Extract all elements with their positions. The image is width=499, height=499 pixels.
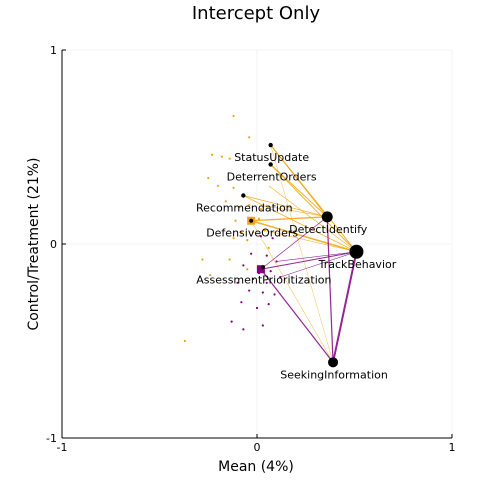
- edge-line: [250, 220, 334, 363]
- x-tick-label: -1: [57, 441, 68, 454]
- edge-line: [264, 230, 357, 253]
- purple-point: [242, 328, 245, 331]
- orange-point: [246, 239, 249, 242]
- orange-point: [248, 136, 251, 139]
- purple-point: [269, 270, 272, 273]
- x-axis-label: Mean (4%): [218, 459, 294, 475]
- purple-point: [267, 303, 270, 306]
- purple-point: [273, 293, 276, 296]
- node-DefensiveOrders: [249, 218, 254, 223]
- orange-point: [252, 231, 255, 234]
- orange-point: [232, 186, 235, 189]
- edge-line: [276, 251, 357, 262]
- edge-line: [270, 145, 334, 363]
- x-tick-label: 0: [254, 441, 261, 454]
- node-label-StatusUpdate: StatusUpdate: [234, 151, 309, 164]
- edge-line: [260, 251, 357, 270]
- orange-point: [228, 157, 231, 160]
- purple-point: [242, 264, 245, 267]
- x-tick-label: 1: [449, 441, 456, 454]
- purple-point: [259, 235, 262, 238]
- edge-line: [268, 185, 357, 252]
- orange-point: [220, 155, 223, 158]
- orange-point: [238, 206, 241, 209]
- edge-line: [250, 219, 357, 253]
- purple-point: [236, 281, 239, 284]
- grid: [61, 49, 453, 439]
- orange-point: [267, 246, 270, 249]
- orange-point: [183, 339, 186, 343]
- edge-line: [260, 216, 328, 270]
- y-tick-label: -1: [46, 432, 57, 445]
- purple-point: [230, 320, 233, 323]
- node-label-SeekingInformation: SeekingInformation: [280, 368, 388, 381]
- orange-point: [201, 258, 204, 261]
- purple-point: [261, 324, 264, 327]
- edge-line: [280, 251, 357, 278]
- purple-point: [250, 252, 253, 255]
- purple-point: [275, 260, 278, 263]
- orange-point: [246, 268, 249, 271]
- ticks: -1 0 1 -1 0 1: [46, 44, 455, 454]
- edge-line: [260, 204, 328, 218]
- orange-point: [216, 184, 220, 187]
- purple-centroid: [256, 265, 265, 274]
- edge-line: [243, 195, 328, 218]
- edges: [243, 144, 358, 363]
- orange-point: [224, 200, 227, 203]
- nodes: [241, 142, 364, 368]
- purple-point: [265, 281, 268, 284]
- node-label-DeterrentOrders: DeterrentOrders: [227, 170, 317, 183]
- y-tick-label: 0: [50, 238, 57, 251]
- node-label-TrackBehavior: TrackBehavior: [318, 258, 397, 271]
- node-label-DetectIdentify: DetectIdentify: [289, 223, 368, 236]
- purple-point: [265, 254, 268, 257]
- chart-title: Intercept Only: [192, 3, 321, 24]
- purple-point: [252, 277, 255, 281]
- orange-point: [263, 229, 266, 232]
- node-Recommendation: [241, 193, 246, 198]
- purple-point: [279, 275, 282, 279]
- edge-line: [270, 164, 328, 218]
- centroids: [247, 216, 265, 274]
- edge-line: [326, 216, 334, 363]
- node-labels: StatusUpdate DeterrentOrders Recommendatio…: [196, 151, 397, 381]
- orange-point: [240, 231, 243, 234]
- node-label-AssessmentPrioritization: AssessmentPrioritization: [196, 273, 331, 286]
- node-DetectIdentify: [321, 211, 333, 223]
- orange-point: [211, 153, 214, 156]
- edge-line: [270, 164, 357, 253]
- purple-point: [271, 237, 274, 240]
- edge-line: [251, 216, 328, 222]
- node-label-DefensiveOrders: DefensiveOrders: [206, 227, 298, 240]
- y-axis-label: Control/Treatment (21%): [26, 157, 42, 330]
- points: [183, 114, 282, 343]
- purple-point: [255, 306, 259, 310]
- edge-line: [243, 195, 357, 253]
- orange-point: [207, 176, 210, 180]
- orange-point: [209, 273, 212, 277]
- node-AssessmentPrioritization: [260, 265, 265, 270]
- orange-point: [232, 237, 235, 240]
- node-DeterrentOrders: [268, 162, 273, 167]
- orange-point: [259, 207, 262, 211]
- edge-line: [260, 268, 334, 363]
- purple-point: [248, 289, 251, 292]
- node-SeekingInformation: [328, 357, 339, 368]
- node-TrackBehavior: [349, 244, 364, 259]
- edge-line: [332, 251, 358, 363]
- orange-point: [248, 204, 251, 207]
- orange-point: [257, 217, 261, 220]
- purple-point: [261, 291, 264, 294]
- orange-point: [228, 258, 231, 261]
- y-tick-label: 1: [50, 44, 57, 57]
- node-StatusUpdate: [268, 142, 273, 148]
- edge-line: [270, 144, 357, 253]
- purple-point: [240, 301, 243, 304]
- orange-point: [232, 114, 235, 118]
- orange-point: [234, 219, 237, 222]
- node-label-Recommendation: Recommendation: [196, 202, 293, 215]
